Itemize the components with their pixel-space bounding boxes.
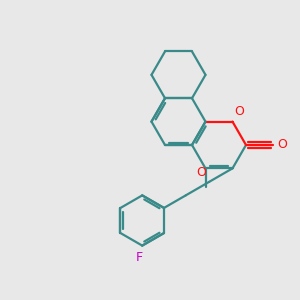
- Text: O: O: [235, 105, 244, 118]
- Text: O: O: [277, 139, 287, 152]
- Text: F: F: [136, 250, 143, 264]
- Text: O: O: [196, 166, 206, 179]
